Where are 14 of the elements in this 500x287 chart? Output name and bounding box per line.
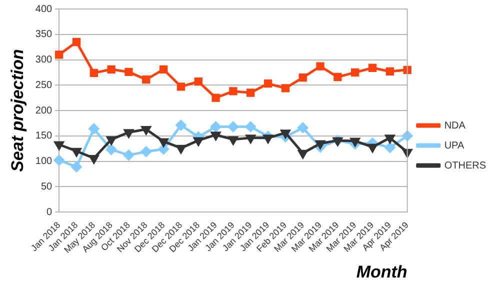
y-tick-label: 50 <box>40 181 53 192</box>
legend-label: NDA <box>444 120 466 132</box>
y-axis-title: Seat projection <box>8 49 27 172</box>
y-tick-label: 0 <box>46 206 53 218</box>
y-tick-label: 100 <box>35 156 53 168</box>
y-tick-label: 400 <box>35 4 53 15</box>
y-tick-label: 350 <box>35 29 53 40</box>
y-tick-label: 200 <box>35 105 53 116</box>
x-axis-title: Month <box>356 262 408 282</box>
y-tick-label: 300 <box>35 54 53 66</box>
y-tick-label: 250 <box>35 80 53 91</box>
legend-label: UPA <box>444 140 464 152</box>
y-tick-label: 150 <box>35 130 53 142</box>
legend-label: OTHERS <box>444 160 486 172</box>
